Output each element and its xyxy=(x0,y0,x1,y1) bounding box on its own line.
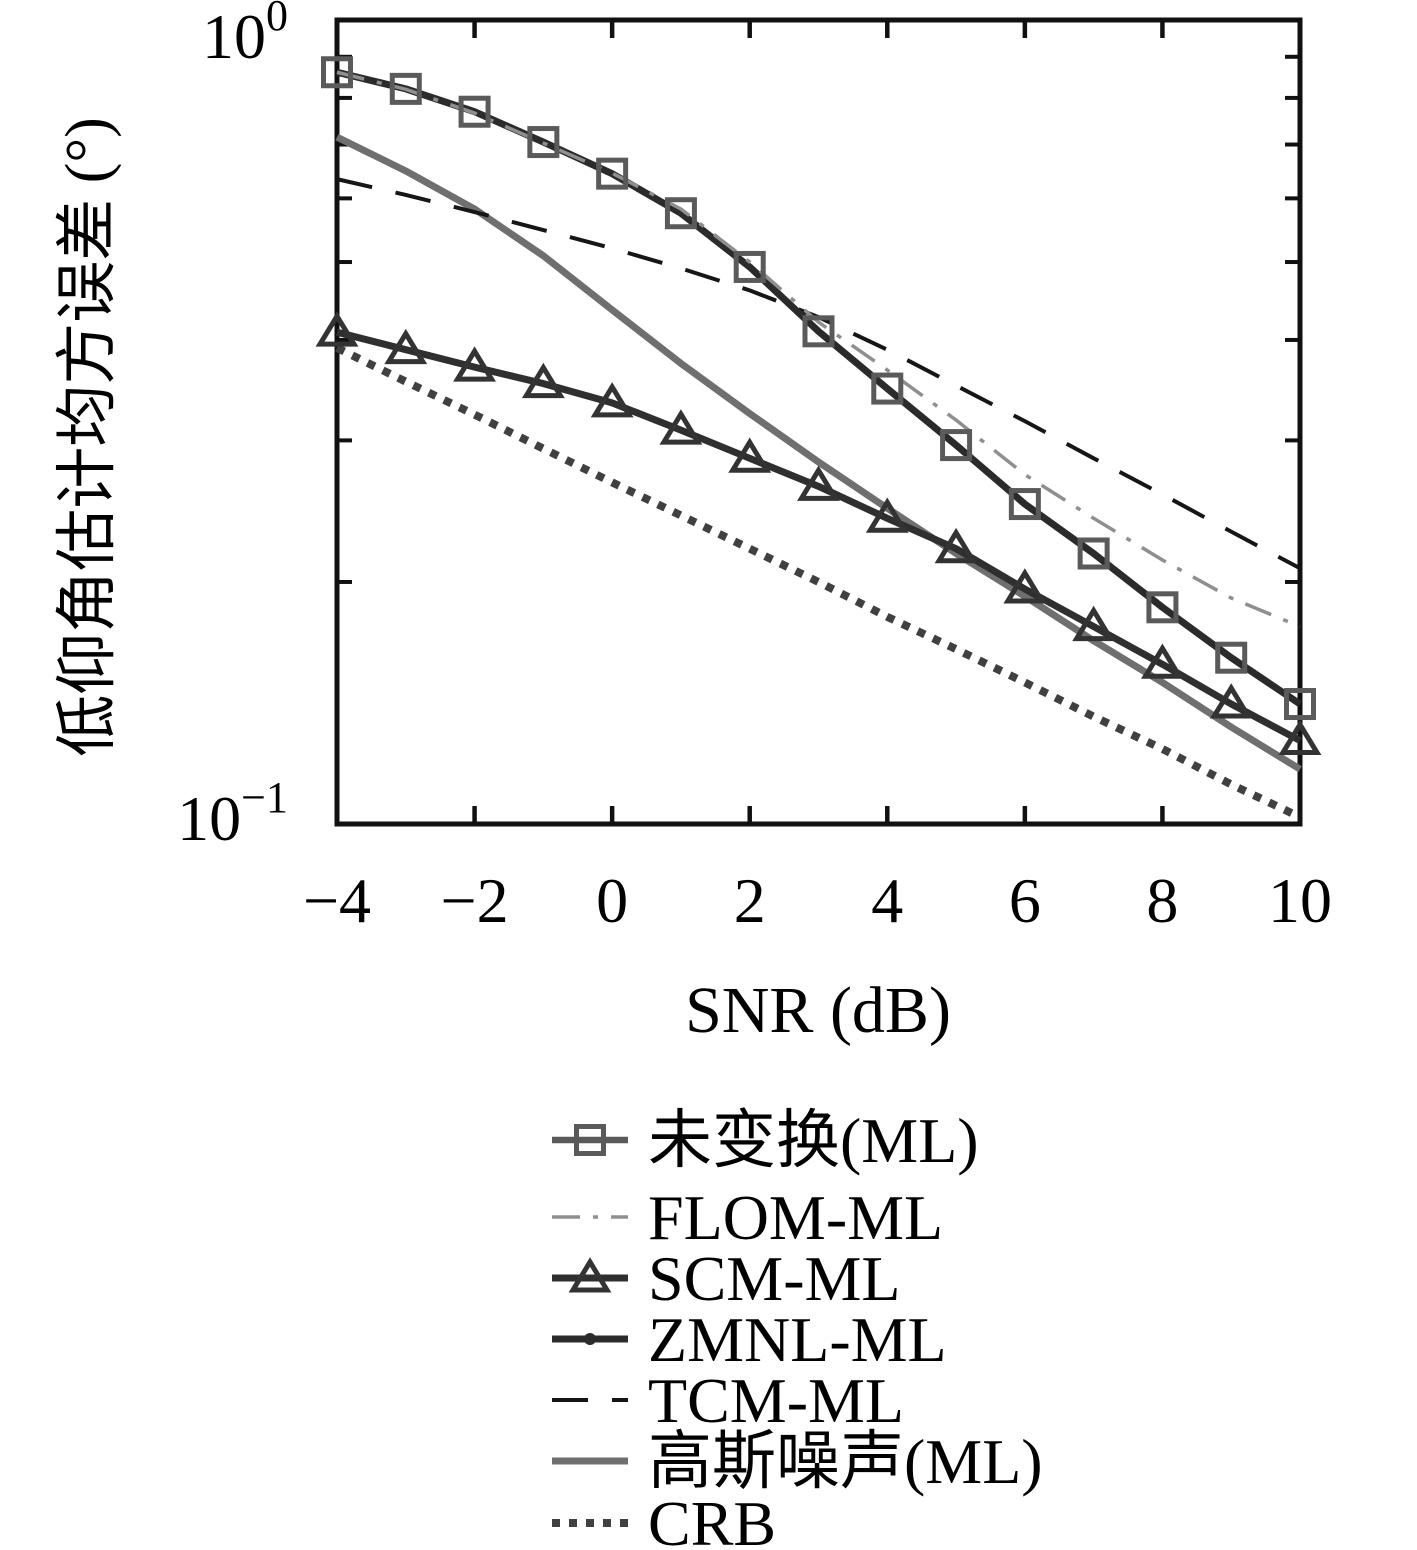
series-line xyxy=(335,344,1302,821)
axis-ticks xyxy=(334,20,1303,824)
series-line xyxy=(336,328,1302,744)
triangle-marker xyxy=(384,328,428,365)
square-marker xyxy=(321,56,353,89)
square-marker xyxy=(1215,641,1248,674)
series-line xyxy=(336,177,1301,571)
square-marker xyxy=(389,72,422,105)
dot-marker xyxy=(584,1333,596,1345)
x-tick-label: 4 xyxy=(871,865,903,936)
square-marker xyxy=(1284,688,1316,721)
triangle-marker xyxy=(590,382,634,418)
square-marker xyxy=(527,126,560,159)
triangle-marker xyxy=(521,362,565,399)
triangle-marker xyxy=(1140,643,1184,679)
y-tick-label-top: 100 xyxy=(202,0,288,72)
x-tick-label: −4 xyxy=(303,865,371,936)
triangle-marker xyxy=(1072,605,1116,642)
legend-item-ZMNL-ML: ZMNL-ML xyxy=(552,1304,947,1375)
series-line xyxy=(336,68,1302,707)
x-axis-label: SNR (dB) xyxy=(685,974,951,1047)
legend-item-高斯噪声(ML): 高斯噪声(ML) xyxy=(552,1426,1043,1497)
square-marker xyxy=(871,372,904,405)
triangle-marker xyxy=(797,465,840,501)
square-marker xyxy=(1008,488,1041,521)
y-tick-label-bottom: 10−1 xyxy=(177,773,288,854)
square-marker xyxy=(940,429,973,462)
square-marker xyxy=(1077,537,1110,570)
triangle-marker xyxy=(315,311,359,347)
legend-item-CRB: CRB xyxy=(552,1488,776,1550)
x-tick-label: −2 xyxy=(441,865,509,936)
series-SCM-ML xyxy=(315,311,1322,756)
square-marker xyxy=(574,1124,606,1156)
legend-item-FLOM-ML: FLOM-ML xyxy=(552,1182,943,1253)
triangle-marker xyxy=(1209,683,1253,719)
square-marker xyxy=(596,157,629,190)
legend-item-SCM-ML: SCM-ML xyxy=(552,1243,901,1314)
legend-label: 未变换(ML) xyxy=(648,1105,979,1176)
triangle-marker xyxy=(728,437,772,473)
y-axis-label: 低仰角估计均方误差 (°) xyxy=(54,117,122,757)
series-未变换(ML) xyxy=(321,56,1316,721)
series-line xyxy=(336,70,1301,629)
x-tick-label: 2 xyxy=(734,865,766,936)
legend: 未变换(ML)FLOM-MLSCM-MLZMNL-MLTCM-ML高斯噪声(ML… xyxy=(552,1105,1043,1550)
series-ZMNL-ML xyxy=(336,68,1302,707)
square-marker xyxy=(664,197,697,230)
legend-item-TCM-ML: TCM-ML xyxy=(552,1365,904,1436)
triangle-marker xyxy=(568,1257,612,1293)
plot-series xyxy=(315,56,1322,821)
square-marker xyxy=(458,95,491,128)
triangle-marker xyxy=(865,497,909,533)
x-tick-label: 6 xyxy=(1009,865,1041,936)
legend-item-未变换(ML): 未变换(ML) xyxy=(552,1105,979,1176)
x-tick-labels: −4 −2 0 2 4 6 8 10 xyxy=(303,865,1332,936)
triangle-marker xyxy=(659,409,703,445)
square-marker xyxy=(1146,591,1179,624)
legend-label: TCM-ML xyxy=(648,1365,904,1436)
series-FLOM-ML xyxy=(336,70,1301,629)
legend-label: CRB xyxy=(648,1488,776,1550)
triangle-marker xyxy=(1278,719,1322,756)
series-line xyxy=(335,133,1302,773)
legend-label: SCM-ML xyxy=(648,1243,901,1314)
series-CRB xyxy=(335,344,1302,821)
triangle-marker xyxy=(453,346,497,382)
triangle-marker xyxy=(934,527,978,564)
triangle-marker xyxy=(1003,568,1047,604)
series-高斯噪声(ML) xyxy=(335,133,1302,773)
x-tick-label: 10 xyxy=(1268,865,1332,936)
square-marker xyxy=(802,315,835,348)
plot-frame xyxy=(334,17,1303,827)
square-marker xyxy=(733,250,766,283)
x-tick-label: 0 xyxy=(596,865,628,936)
legend-label: 高斯噪声(ML) xyxy=(648,1426,1043,1497)
legend-label: FLOM-ML xyxy=(648,1182,943,1253)
legend-label: ZMNL-ML xyxy=(648,1304,947,1375)
series-TCM-ML xyxy=(336,177,1301,571)
x-tick-label: 8 xyxy=(1146,865,1178,936)
